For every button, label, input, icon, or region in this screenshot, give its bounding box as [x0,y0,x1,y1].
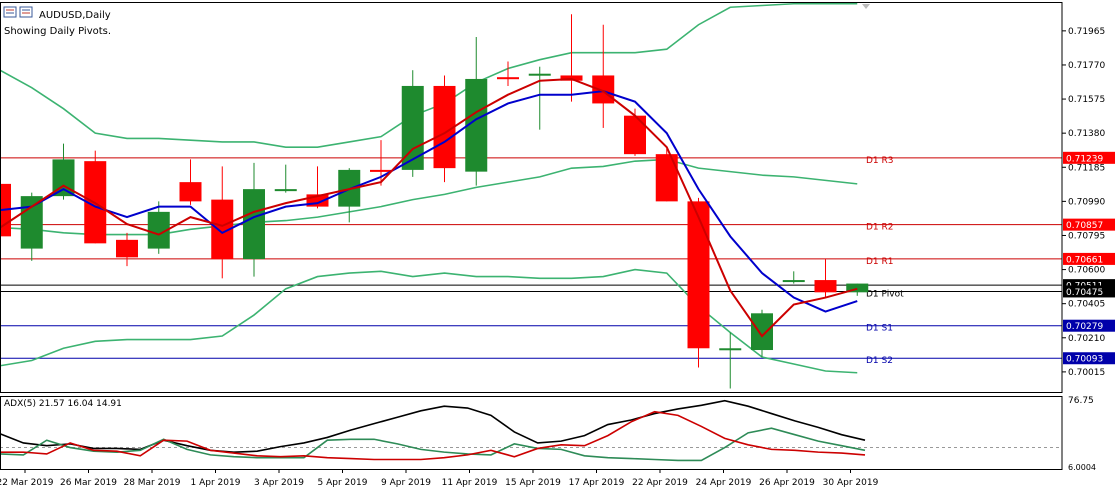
bollinger-middle [0,158,858,236]
pivot-label: D1 S2 [866,356,893,366]
x-tick-label: 9 Apr 2019 [381,478,431,488]
adx-plus-di-line [0,427,866,462]
x-tick-label: 3 Apr 2019 [254,478,304,488]
axes: 0.71965 0.71770 0.71575 0.71380 0.71185 0.709… [0,2,1115,488]
candle-bear [433,85,456,169]
x-tick-label: 17 Apr 2019 [569,478,625,488]
price-tag [1063,151,1115,164]
price-tag [1063,218,1115,231]
candle-bull [147,211,170,249]
candle-bull [719,348,742,351]
candle-bear [814,280,837,293]
y-tick-label: 0.71770 [1068,61,1105,71]
bollinger-lower [0,268,858,374]
adx-scale-bottom: 6.0004 [1068,463,1096,472]
price-tag-label: 0.70661 [1066,255,1103,265]
y-tick-label: 0.71380 [1068,129,1105,139]
candle-bull [401,85,424,170]
price-tag-label: 0.70093 [1066,355,1103,365]
pivot-label: D1 Pivot [866,289,904,299]
price-tag [1063,352,1115,365]
candle-bear [624,115,646,155]
candle-bull [528,73,551,76]
candle-bear [497,77,519,80]
pivot-label: D1 R2 [866,223,894,233]
y-tick-label: 0.70795 [1068,231,1105,241]
chart-title: AUDUSD,Daily [39,10,111,21]
candle-bull [243,189,265,260]
price-tag [1063,319,1115,332]
candle-bull [846,283,869,293]
x-tick-label: 30 Apr 2019 [823,478,879,488]
pivot-label: D1 R3 [866,156,894,166]
candle-bear [211,199,234,260]
fast-ma-line [0,77,858,338]
y-tick-label: 0.70405 [1068,300,1105,310]
y-tick-label: 0.71185 [1068,163,1105,173]
x-tick-label: 1 Apr 2019 [191,478,241,488]
chart-subtitle: Showing Daily Pivots. [4,26,111,37]
y-tick-label: 0.70990 [1068,197,1105,207]
x-tick-label: 11 Apr 2019 [442,478,498,488]
candle-bear [687,201,710,349]
x-tick-label: 26 Apr 2019 [759,478,815,488]
main-plot-frame [0,2,1063,393]
price-tag [1063,285,1115,298]
bollinger-upper [0,2,858,148]
x-tick-label: 24 Apr 2019 [696,478,752,488]
candle-bull [465,78,488,172]
candle-bear [116,239,138,258]
main-plot: D1 R3 D1 R2 D1 R1 D1 Pivot D1 S1 D1 S2 [0,2,1062,389]
slow-ma-line [0,90,858,313]
y-tick-label: 0.71965 [1068,27,1105,37]
x-tick-label: 15 Apr 2019 [505,478,561,488]
adx-minus-di-line [0,410,866,461]
pivot-label: D1 S1 [866,324,893,334]
candle-bear [370,169,392,172]
x-tick-label: 28 Mar 2019 [123,478,180,488]
candle-bull [274,189,297,192]
price-tag-label: 0.71239 [1066,154,1103,164]
x-tick-label: 5 Apr 2019 [318,478,368,488]
chart-shift-marker [862,4,870,9]
price-tag-label: 0.70279 [1066,322,1103,332]
candle-bull [782,280,805,283]
x-tick-label: 22 Apr 2019 [632,478,688,488]
y-tick-label: 0.70015 [1068,368,1105,378]
symbol-icon [3,6,33,18]
price-tag-label: 0.70475 [1066,288,1103,298]
adx-label: ADX(5) 21.57 16.04 14.91 [4,399,122,409]
adx-plot-frame [0,396,1063,470]
candle-bull [20,196,43,249]
candle-bull [52,159,75,197]
x-tick-label: 22 Mar 2019 [0,478,54,488]
candle-bear [179,182,202,202]
x-tick-label: 26 Mar 2019 [60,478,117,488]
price-tag [1063,252,1115,265]
candle-bull [751,313,773,351]
pivot-label: D1 R1 [866,257,894,267]
adx-plot [0,399,1062,462]
candle-bear [655,154,678,202]
y-tick-label: 0.71575 [1068,95,1105,105]
candle-bear [592,75,615,104]
y-tick-label: 0.70600 [1068,266,1105,276]
adx-scale-top: 76.75 [1068,396,1094,406]
y-tick-label: 0.70210 [1068,334,1105,344]
price-tag-label: 0.70857 [1066,221,1103,231]
